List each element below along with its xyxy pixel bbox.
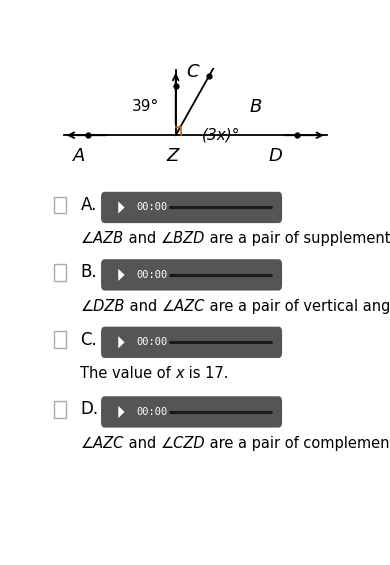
FancyBboxPatch shape — [54, 401, 66, 418]
Text: are a pair of complementary angles.: are a pair of complementary angles. — [206, 436, 390, 451]
Text: and: and — [124, 436, 161, 451]
Polygon shape — [118, 201, 125, 214]
FancyBboxPatch shape — [54, 197, 66, 213]
FancyBboxPatch shape — [101, 327, 282, 358]
Text: (3x)°: (3x)° — [201, 128, 240, 143]
Text: C: C — [186, 63, 199, 81]
Text: are a pair of vertical angles.: are a pair of vertical angles. — [205, 299, 390, 314]
Text: The value of: The value of — [80, 366, 176, 381]
Text: 00:00: 00:00 — [136, 337, 168, 347]
FancyBboxPatch shape — [54, 264, 66, 281]
Text: ∠BZD: ∠BZD — [161, 231, 205, 246]
Text: A: A — [73, 147, 85, 165]
Text: Z: Z — [167, 147, 179, 165]
FancyBboxPatch shape — [101, 396, 282, 428]
Text: D.: D. — [80, 401, 99, 418]
Text: x: x — [176, 366, 184, 381]
Text: ∠AZB: ∠AZB — [80, 231, 124, 246]
FancyBboxPatch shape — [101, 192, 282, 223]
Text: is 17.: is 17. — [184, 366, 229, 381]
FancyBboxPatch shape — [54, 332, 66, 348]
Text: ∠DZB: ∠DZB — [80, 299, 125, 314]
Text: 00:00: 00:00 — [136, 270, 168, 280]
Polygon shape — [118, 269, 125, 281]
Text: A.: A. — [80, 196, 97, 214]
Text: ∠AZC: ∠AZC — [162, 299, 205, 314]
Text: are a pair of supplementary angles.: are a pair of supplementary angles. — [205, 231, 390, 246]
Polygon shape — [118, 336, 125, 349]
FancyBboxPatch shape — [101, 259, 282, 290]
Text: 00:00: 00:00 — [136, 202, 168, 212]
Text: and: and — [124, 231, 161, 246]
Text: D: D — [268, 147, 282, 165]
Text: 39°: 39° — [132, 99, 159, 115]
Text: ∠CZD: ∠CZD — [161, 436, 206, 451]
Polygon shape — [118, 406, 125, 418]
Text: ∠AZC: ∠AZC — [80, 436, 124, 451]
Text: B.: B. — [80, 263, 97, 281]
Text: B: B — [250, 98, 262, 116]
Text: C.: C. — [80, 331, 97, 349]
Text: 00:00: 00:00 — [136, 407, 168, 417]
Text: and: and — [125, 299, 162, 314]
